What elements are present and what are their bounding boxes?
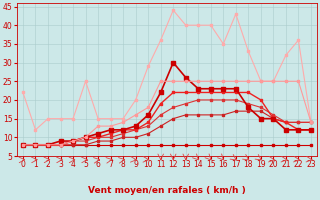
X-axis label: Vent moyen/en rafales ( km/h ): Vent moyen/en rafales ( km/h )	[88, 186, 246, 195]
